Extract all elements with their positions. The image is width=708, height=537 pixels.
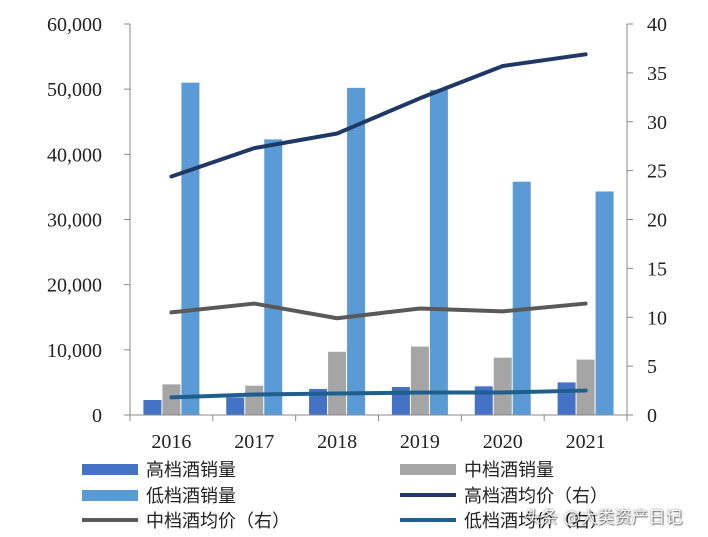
- x-tick-label-2019: 2019: [400, 431, 440, 453]
- right-tick-label: 40: [647, 14, 667, 36]
- left-tick-label: 40,000: [47, 144, 102, 166]
- right-tick-label: 20: [647, 210, 667, 232]
- bar-mid-volume-2016: [162, 384, 181, 415]
- bar-mid-volume-2017: [245, 385, 264, 415]
- left-tick-label: 10,000: [47, 340, 102, 362]
- bar-low-volume-2020: [512, 181, 531, 415]
- bar-low-volume-2017: [264, 139, 283, 415]
- right-tick-label: 5: [647, 356, 657, 378]
- line-mid-price: [169, 301, 588, 321]
- left-tick-label: 20,000: [47, 275, 102, 297]
- bar-mid-volume-2018: [328, 351, 347, 415]
- x-tick-label-2017: 2017: [234, 431, 274, 453]
- bar-high-volume-2017: [226, 397, 245, 415]
- bar-low-volume-2018: [347, 87, 366, 415]
- right-tick-label: 10: [647, 307, 667, 329]
- right-tick-label: 35: [647, 63, 667, 85]
- bar-low-volume-2019: [429, 89, 448, 416]
- right-tick-label: 25: [647, 161, 667, 183]
- bar-high-volume-2016: [143, 400, 162, 415]
- bar-low-volume-2021: [595, 191, 614, 415]
- right-tick-label: 15: [647, 258, 667, 280]
- bar-mid-volume-2021: [576, 359, 595, 415]
- watermark: 头条 @大类资产日记: [524, 508, 683, 528]
- line-high-price: [169, 52, 588, 179]
- left-tick-label: 60,000: [47, 14, 102, 36]
- x-tick-label-2021: 2021: [566, 431, 606, 453]
- bar-high-volume-2021: [557, 382, 576, 415]
- x-tick-label-2020: 2020: [483, 431, 523, 453]
- bar-mid-volume-2020: [493, 357, 512, 415]
- left-tick-label: 0: [92, 405, 102, 427]
- bar-low-volume-2016: [181, 82, 200, 416]
- right-tick-label: 30: [647, 112, 667, 134]
- x-tick-label-2018: 2018: [317, 431, 357, 453]
- line-low-price: [169, 388, 588, 400]
- left-tick-label: 50,000: [47, 79, 102, 101]
- right-tick-label: 0: [647, 405, 657, 427]
- x-tick-label-2016: 2016: [151, 431, 191, 453]
- left-tick-label: 30,000: [47, 210, 102, 232]
- bar-mid-volume-2019: [410, 346, 429, 415]
